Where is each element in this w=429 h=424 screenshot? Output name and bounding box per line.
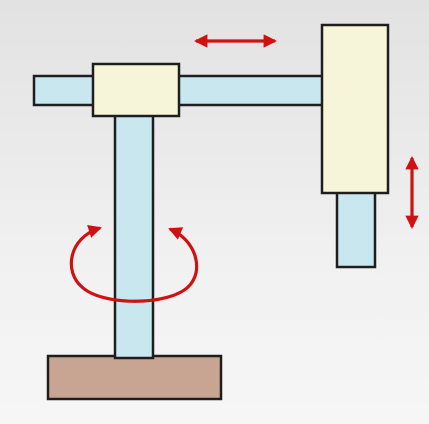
horizontal-arm bbox=[176, 74, 326, 107]
end-effector-housing bbox=[320, 23, 390, 195]
horizontal-arm-left bbox=[32, 74, 98, 107]
vertical-column bbox=[113, 112, 155, 360]
end-effector-shaft bbox=[335, 188, 377, 269]
shoulder-joint bbox=[91, 62, 181, 118]
base bbox=[46, 354, 223, 401]
base-rotation-arrow bbox=[69, 225, 199, 303]
